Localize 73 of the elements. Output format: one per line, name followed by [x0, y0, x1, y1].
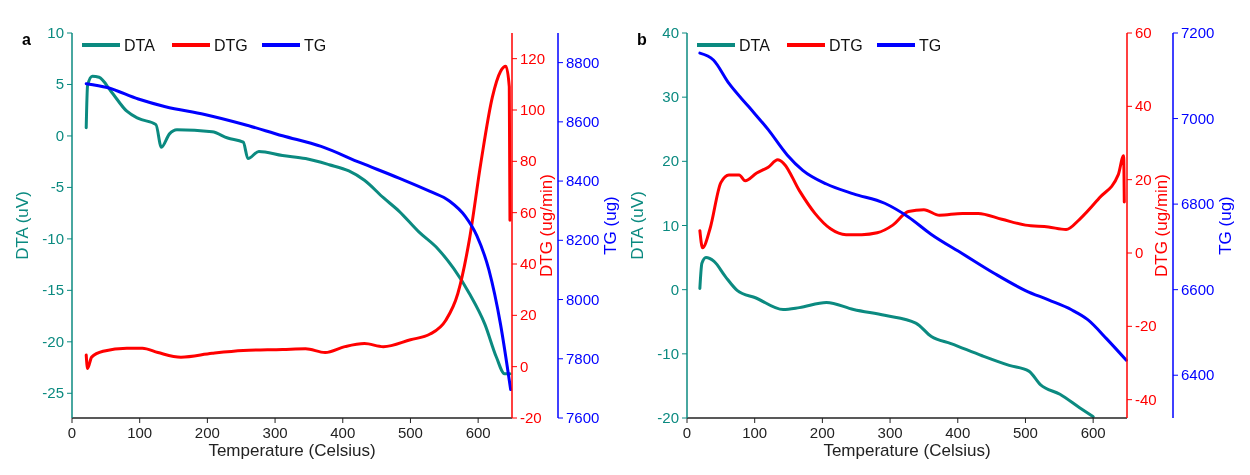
x-tick-label: 200	[809, 424, 835, 441]
y3-tick-label: 7800	[566, 349, 600, 367]
y3-tick-label: 7000	[1181, 109, 1215, 127]
y-tick-label: -20	[42, 332, 64, 350]
y-tick-label: -10	[42, 229, 64, 247]
legend-label: DTG	[829, 37, 863, 54]
x-tick-label: 0	[682, 424, 692, 441]
x-tick-label: 300	[877, 424, 903, 441]
y-axis-title: DTA (uV)	[13, 191, 32, 260]
y2-tick-label: 100	[520, 101, 546, 118]
y2-tick-label: 0	[520, 357, 529, 375]
x-tick-label: 200	[194, 424, 220, 441]
y-tick-label: 0	[55, 126, 64, 144]
y2-tick-label: 20	[1135, 170, 1152, 188]
chart-title: b	[637, 31, 647, 48]
y-tick-label: -20	[657, 409, 679, 426]
y2-tick-label: -20	[1135, 317, 1157, 335]
y2-tick-label: 40	[520, 255, 537, 272]
y-tick-label: 40	[662, 24, 679, 41]
x-tick-label: 500	[1012, 424, 1038, 441]
y3-tick-label: 6800	[1181, 195, 1215, 213]
y-tick-label: 20	[662, 152, 679, 170]
y2-tick-label: -20	[520, 409, 542, 426]
y2-tick-label: -40	[1135, 390, 1157, 408]
y3-tick-label: 7600	[566, 409, 600, 426]
y-tick-label: 0	[670, 280, 679, 298]
x-tick-label: 100	[742, 424, 768, 441]
y2-tick-label: 60	[1135, 24, 1152, 41]
y3-tick-label: 8400	[566, 172, 600, 190]
y2-axis-title: DTG (ug/min)	[1152, 174, 1171, 277]
legend-label: DTA	[739, 37, 771, 54]
x-tick-label: 400	[945, 424, 971, 441]
x-tick-label: 600	[1080, 424, 1106, 441]
y-tick-label: 10	[47, 24, 64, 41]
y-tick-label: 30	[662, 88, 679, 106]
x-tick-label: 600	[465, 424, 491, 441]
y3-tick-label: 6600	[1181, 280, 1215, 298]
y-tick-label: 10	[662, 216, 679, 234]
x-axis-title: Temperature (Celsius)	[823, 441, 991, 460]
x-axis-title: Temperature (Celsius)	[208, 441, 376, 460]
y-tick-label: -10	[657, 344, 679, 362]
x-tick-label: 100	[127, 424, 153, 441]
y3-tick-label: 8600	[566, 112, 600, 130]
x-tick-label: 0	[67, 424, 77, 441]
y3-tick-label: 8000	[566, 290, 600, 308]
x-tick-label: 400	[330, 424, 356, 441]
y-axis-title: DTA (uV)	[628, 191, 647, 260]
y3-tick-label: 6400	[1181, 366, 1215, 384]
y2-tick-label: 60	[520, 203, 537, 221]
y-tick-label: 5	[55, 75, 64, 93]
x-tick-label: 300	[262, 424, 288, 441]
y3-axis-title: TG (ug)	[1216, 196, 1235, 255]
line-series	[698, 51, 1128, 362]
line-series	[698, 256, 1095, 419]
legend-label: TG	[919, 37, 942, 54]
y-tick-label: -25	[42, 384, 64, 402]
legend-label: DTG	[214, 37, 248, 54]
y2-tick-label: 120	[520, 49, 546, 67]
y3-axis-title: TG (ug)	[601, 196, 620, 255]
x-tick-label: 500	[397, 424, 423, 441]
y2-axis-title: DTG (ug/min)	[537, 174, 556, 277]
y2-tick-label: 20	[520, 306, 537, 324]
y-tick-label: -15	[42, 281, 64, 299]
y3-tick-label: 8800	[566, 53, 600, 71]
legend-label: TG	[304, 37, 327, 54]
legend-label: DTA	[124, 37, 156, 54]
y2-tick-label: 40	[1135, 97, 1152, 115]
y2-tick-label: 0	[1135, 244, 1144, 261]
chart-title: a	[22, 31, 31, 48]
y2-tick-label: 80	[520, 152, 537, 170]
y3-tick-label: 7200	[1181, 24, 1215, 41]
y3-tick-label: 8200	[566, 231, 600, 249]
y-tick-label: -5	[50, 178, 64, 196]
